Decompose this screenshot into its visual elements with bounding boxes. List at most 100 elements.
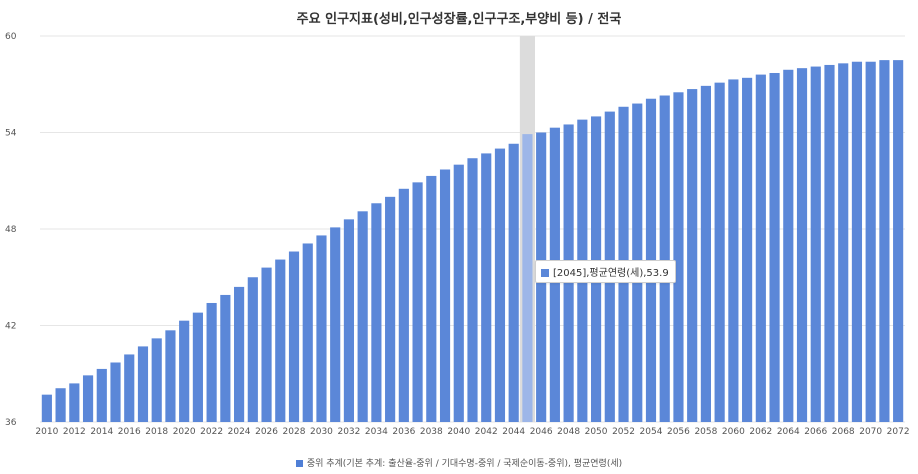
bar-2029[interactable] — [302, 243, 313, 422]
bar-2016[interactable] — [124, 354, 135, 422]
data-tooltip: [2045],평균연령(세),53.9 — [535, 260, 676, 283]
bar-2065[interactable] — [796, 68, 808, 423]
bar-2019[interactable] — [165, 330, 176, 422]
x-tick-label: 2052 — [612, 427, 635, 437]
bar-2025[interactable] — [247, 277, 258, 422]
x-tick-label: 2018 — [145, 427, 168, 437]
y-axis-ticks: 36 42 48 54 60 — [5, 32, 17, 428]
x-tick-label: 2034 — [365, 427, 388, 437]
bar-2057[interactable] — [687, 89, 698, 422]
bar-2027[interactable] — [275, 259, 286, 422]
bar-2010[interactable] — [41, 394, 52, 422]
x-tick-label: 2038 — [420, 427, 443, 437]
x-tick-label: 2032 — [337, 427, 360, 437]
bar-2026[interactable] — [261, 267, 272, 422]
y-tick-label: 48 — [5, 225, 17, 235]
bar-2059[interactable] — [714, 82, 725, 423]
bar-2060[interactable] — [728, 79, 739, 423]
bar-2028[interactable] — [288, 251, 300, 422]
y-tick-label: 42 — [5, 322, 16, 332]
x-tick-label: 2046 — [530, 427, 553, 437]
bar-2069[interactable] — [851, 61, 863, 422]
x-tick-label: 2010 — [35, 427, 58, 437]
bar-2012[interactable] — [69, 383, 80, 422]
bar-2031[interactable] — [330, 227, 341, 422]
bar-2024[interactable] — [234, 286, 245, 422]
bar-2070[interactable] — [865, 61, 876, 422]
x-tick-label: 2048 — [557, 427, 580, 437]
bar-2039[interactable] — [439, 169, 451, 422]
bar-2037[interactable] — [412, 182, 423, 422]
x-tick-label: 2016 — [118, 427, 141, 437]
y-tick-label: 60 — [5, 32, 17, 42]
x-tick-label: 2050 — [585, 427, 608, 437]
x-tick-label: 2026 — [255, 427, 278, 437]
bar-2055[interactable] — [659, 95, 670, 422]
bar-2064[interactable] — [783, 69, 794, 423]
bar-2043[interactable] — [494, 148, 506, 423]
bar-2017[interactable] — [137, 346, 149, 422]
bar-2030[interactable] — [316, 235, 327, 422]
x-tick-label: 2068 — [832, 427, 855, 437]
x-tick-label: 2022 — [200, 427, 223, 437]
bar-2045[interactable] — [522, 134, 533, 422]
bar-2018[interactable] — [151, 338, 162, 422]
bar-2023[interactable] — [220, 294, 231, 422]
bar-2014[interactable] — [96, 368, 107, 422]
x-tick-label: 2056 — [667, 427, 690, 437]
x-tick-label: 2060 — [722, 427, 745, 437]
y-tick-label: 54 — [5, 129, 17, 139]
bar-2044[interactable] — [508, 143, 519, 422]
bar-2058[interactable] — [700, 85, 711, 422]
bar-2042[interactable] — [481, 153, 492, 423]
legend-label[interactable]: 중위 추계(기본 추계: 출산율-중위 / 기대수명-중위 / 국제순이동-중위… — [306, 459, 623, 469]
legend[interactable]: 중위 추계(기본 추계: 출산율-중위 / 기대수명-중위 / 국제순이동-중위… — [0, 456, 918, 469]
bar-2020[interactable] — [179, 320, 190, 422]
x-tick-label: 2014 — [90, 427, 113, 437]
bar-2072[interactable] — [893, 60, 904, 422]
bar-2036[interactable] — [398, 188, 409, 422]
bar-2071[interactable] — [879, 60, 890, 422]
bar-2021[interactable] — [192, 312, 203, 422]
bar-2032[interactable] — [343, 219, 355, 422]
bar-2034[interactable] — [371, 203, 382, 422]
chart-title: 주요 인구지표(성비,인구성장률,인구구조,부양비 등) / 전국 — [296, 12, 622, 27]
bar-2033[interactable] — [357, 211, 368, 422]
bar-2040[interactable] — [453, 164, 464, 422]
bar-2035[interactable] — [385, 196, 396, 422]
bar-2061[interactable] — [742, 77, 753, 423]
x-tick-label: 2072 — [887, 427, 910, 437]
bar-2013[interactable] — [82, 375, 94, 422]
tooltip-swatch-icon — [541, 269, 549, 277]
x-tick-label: 2058 — [694, 427, 717, 437]
x-tick-label: 2030 — [310, 427, 333, 437]
x-tick-label: 2066 — [804, 427, 827, 437]
bar-2056[interactable] — [673, 92, 684, 423]
bar-2067[interactable] — [824, 64, 835, 422]
tooltip-text: [2045],평균연령(세),53.9 — [553, 268, 669, 279]
bars[interactable] — [41, 60, 904, 423]
x-tick-label: 2028 — [283, 427, 306, 437]
y-tick-label: 36 — [5, 418, 17, 428]
bar-2062[interactable] — [755, 74, 766, 422]
bar-2011[interactable] — [55, 388, 66, 422]
x-tick-label: 2020 — [173, 427, 196, 437]
bar-2015[interactable] — [110, 362, 121, 422]
bar-2022[interactable] — [206, 302, 217, 422]
x-tick-label: 2040 — [447, 427, 470, 437]
bar-2038[interactable] — [426, 175, 437, 422]
x-tick-label: 2012 — [63, 427, 86, 437]
x-tick-label: 2024 — [228, 427, 251, 437]
x-tick-label: 2054 — [640, 427, 663, 437]
x-tick-label: 2070 — [859, 427, 882, 437]
x-tick-label: 2036 — [392, 427, 415, 437]
bar-2063[interactable] — [769, 72, 780, 422]
bar-2068[interactable] — [838, 63, 849, 422]
bar-2041[interactable] — [467, 158, 478, 422]
x-tick-label: 2064 — [777, 427, 800, 437]
x-axis-ticks: 2010 2012 2014 2016 2018 2020 2022 2024 2026 2028… — [35, 427, 909, 437]
bar-2066[interactable] — [810, 66, 821, 422]
x-tick-label: 2044 — [502, 427, 525, 437]
legend-swatch-icon — [295, 460, 303, 467]
